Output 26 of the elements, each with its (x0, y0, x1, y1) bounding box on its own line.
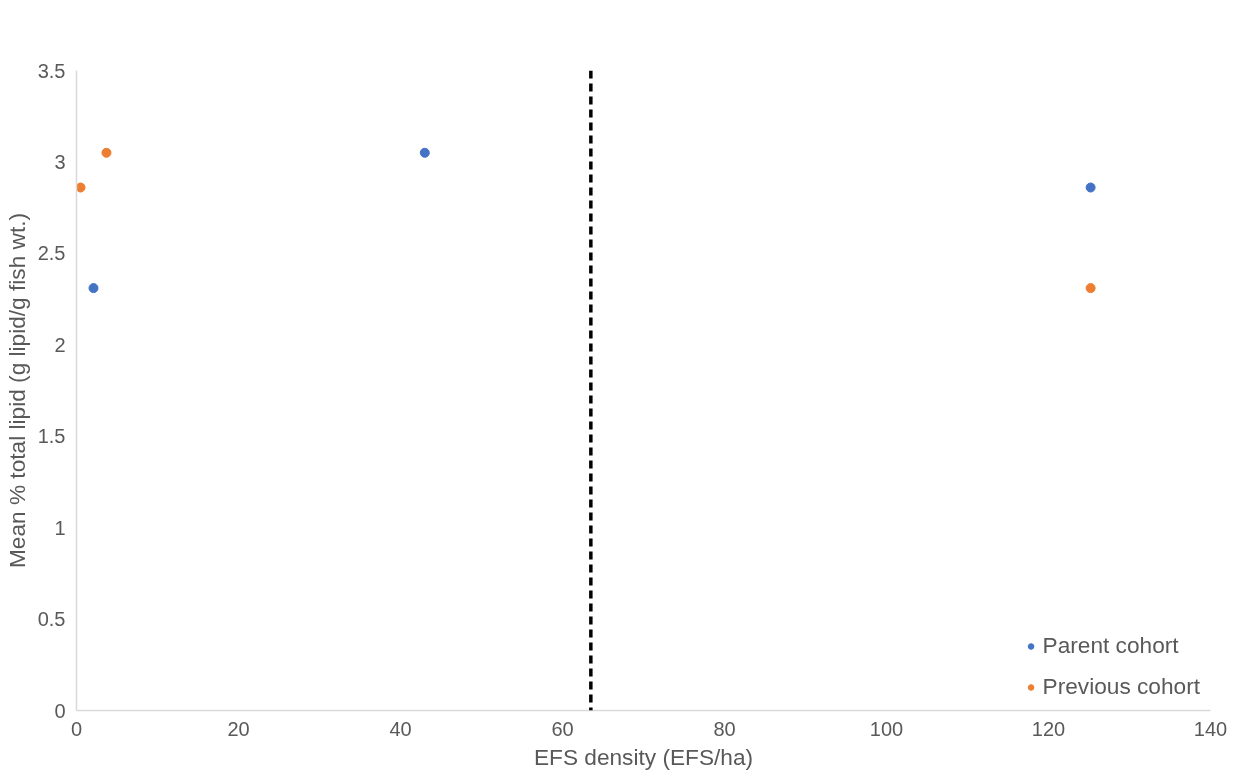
y-tick-label: 3.5 (37, 59, 66, 82)
x-tick-label: 100 (869, 717, 904, 740)
x-tick-label: 140 (1193, 717, 1228, 740)
x-tick-label: 80 (713, 717, 736, 740)
x-tick-label: 120 (1031, 717, 1066, 740)
legend-label: Previous cohort (1042, 673, 1200, 700)
y-tick-label: 1.5 (37, 425, 66, 448)
x-tick-label: 60 (551, 717, 574, 740)
x-tick-label: 0 (70, 717, 83, 740)
x-tick-label: 20 (227, 717, 250, 740)
y-axis-title: Mean % total lipid (g lipid/g fish wt.) (3, 212, 30, 569)
y-tick-label: 0.5 (37, 608, 66, 631)
legend-label: Parent cohort (1042, 632, 1179, 659)
point (419, 147, 430, 158)
point (101, 147, 112, 158)
point (76, 182, 86, 193)
y-tick-label: 2.5 (37, 242, 66, 265)
point (1085, 182, 1096, 193)
x-tick-label: 40 (389, 717, 412, 740)
y-tick-label: 1 (54, 516, 66, 539)
point (1085, 283, 1096, 294)
y-tick-label: 0 (54, 699, 66, 722)
y-tick-label: 3 (54, 150, 66, 173)
y-tick-label: 2 (54, 333, 66, 356)
x-axis-title: EFS density (EFS/ha) (533, 743, 754, 770)
point (88, 283, 99, 294)
